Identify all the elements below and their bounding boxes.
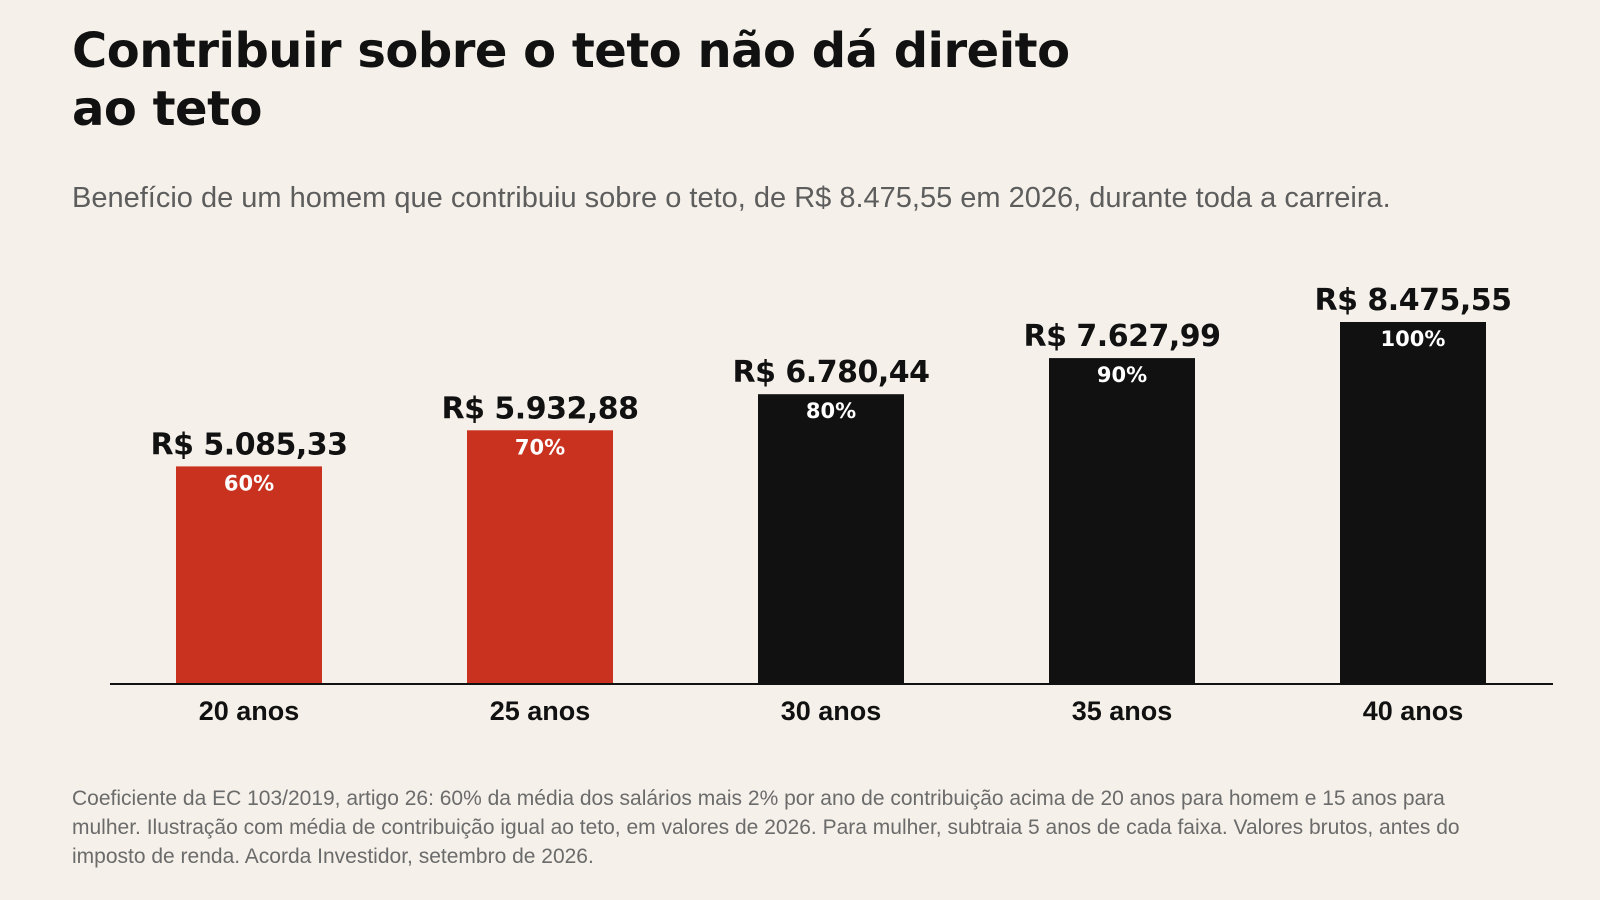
bar bbox=[758, 394, 904, 683]
chart-subtitle: Benefício de um homem que contribuiu sob… bbox=[72, 182, 1391, 214]
bar-value-label: R$ 5.085,33 bbox=[151, 427, 348, 462]
bar-percent-label: 100% bbox=[1381, 327, 1446, 351]
bar bbox=[467, 430, 613, 683]
bar-value-label: R$ 7.627,99 bbox=[1024, 319, 1221, 354]
x-tick-label: 25 anos bbox=[490, 696, 591, 726]
bar-value-label: R$ 5.932,88 bbox=[442, 391, 639, 426]
bar bbox=[1049, 358, 1195, 683]
bar-value-label: R$ 8.475,55 bbox=[1315, 283, 1512, 318]
chart-footnote: Coeficiente da EC 103/2019, artigo 26: 6… bbox=[72, 787, 1460, 868]
bar-value-label: R$ 6.780,44 bbox=[733, 355, 930, 390]
bar-percent-label: 90% bbox=[1097, 363, 1147, 387]
bar-percent-label: 60% bbox=[224, 471, 274, 495]
bar bbox=[176, 466, 322, 683]
x-tick-label: 30 anos bbox=[781, 696, 882, 726]
x-tick-label: 40 anos bbox=[1363, 696, 1464, 726]
bar-percent-label: 70% bbox=[515, 435, 565, 459]
x-tick-label: 20 anos bbox=[199, 696, 300, 726]
bar bbox=[1340, 322, 1486, 683]
bar-percent-label: 80% bbox=[806, 399, 856, 423]
x-tick-label: 35 anos bbox=[1072, 696, 1173, 726]
chart-title: Contribuir sobre o teto não dá direito a… bbox=[72, 23, 1070, 137]
